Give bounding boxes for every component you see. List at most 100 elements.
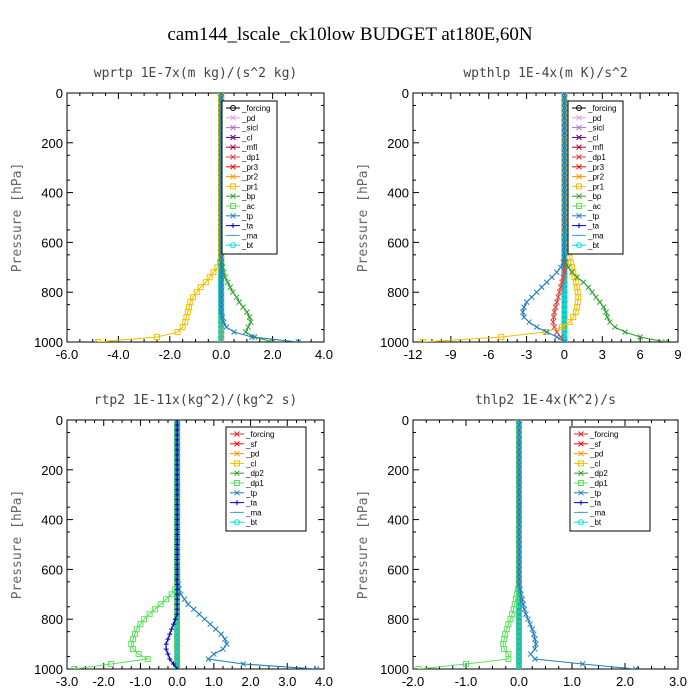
data-point: [170, 661, 176, 667]
legend-item: _cl: [230, 459, 256, 468]
data-point: [144, 656, 151, 663]
data-point: [516, 536, 522, 543]
data-point: [528, 294, 535, 301]
data-point: [174, 512, 180, 518]
legend-label: _ma: [589, 508, 606, 517]
data-point: [205, 656, 212, 662]
data-point: [313, 666, 320, 669]
panel-thlp2: thlp2 1E-4x(K^2)/s Pressure [hPa] 0 200 400 6…: [356, 393, 687, 689]
data-point: [170, 621, 176, 627]
data-point: [174, 596, 180, 602]
data-point: [516, 466, 522, 473]
legend-label: _tp: [245, 489, 258, 498]
legend-marker: [576, 144, 582, 151]
data-point: [220, 319, 227, 325]
data-point: [174, 507, 180, 513]
legend-marker: [234, 460, 240, 467]
legend-label: _dp1: [587, 153, 606, 162]
data-point: [559, 279, 565, 286]
data-point: [557, 284, 564, 291]
x-tick-label: 3.0: [669, 674, 687, 689]
data-point: [137, 621, 144, 628]
data-point: [521, 304, 527, 310]
data-point: [516, 422, 522, 428]
y-tick-label: 1000: [34, 662, 63, 677]
data-point: [174, 427, 180, 433]
legend-item: _dp1: [574, 479, 608, 488]
panel-title: wprtp 1E-7x(m kg)/(s^2 kg): [94, 66, 298, 81]
data-point: [561, 115, 568, 121]
legend-label: _forcing: [587, 104, 616, 113]
legend-marker: [578, 460, 584, 467]
data-point: [554, 299, 560, 306]
legend-label: _forcing: [589, 430, 618, 439]
series_ta: [163, 420, 180, 669]
data-point: [247, 319, 254, 325]
legend-marker: [576, 242, 582, 249]
data-point: [516, 551, 522, 558]
y-tick-label: 1000: [380, 335, 409, 350]
data-point: [516, 432, 522, 438]
legend-label: _ta: [589, 499, 602, 508]
legend-marker: [576, 193, 582, 200]
legend-marker: [234, 440, 240, 447]
x-tick-label: 1.0: [563, 674, 581, 689]
data-point: [561, 229, 568, 236]
data-point: [174, 601, 180, 607]
data-point: [193, 289, 200, 296]
legend-marker: [234, 519, 240, 526]
legend-label: _pr3: [587, 163, 605, 172]
data-point: [211, 651, 217, 657]
data-point: [218, 279, 225, 286]
data-point: [516, 456, 522, 463]
legend-marker: [230, 134, 236, 141]
data-point: [174, 502, 180, 508]
data-point: [201, 616, 208, 623]
legend-marker: [576, 105, 582, 111]
data-point: [224, 279, 231, 286]
data-point: [555, 294, 561, 301]
y-axis-label: Pressure [hPa]: [356, 490, 371, 600]
legend-item: _forcing: [230, 430, 274, 439]
x-tick-label: -2.0: [93, 674, 115, 689]
data-point: [516, 666, 522, 669]
legend: _forcing_pd_sicl_cl_mfl_dp1_pr3_pr2_pr1_…: [567, 100, 624, 255]
x-tick-label: 6: [637, 347, 644, 362]
legend-marker: [576, 223, 582, 229]
data-point: [561, 120, 568, 126]
legend-label: _pd: [245, 450, 259, 459]
data-point: [570, 314, 577, 321]
data-point: [521, 606, 528, 613]
data-point: [498, 334, 505, 341]
legend: _forcing_sf_pd_cl_dp2_dp1_tp_ta_ma_bt: [225, 426, 307, 532]
legend-label: _sicl: [241, 124, 258, 133]
data-point: [561, 214, 568, 221]
data-point: [525, 616, 531, 623]
x-tick-label: 2.0: [616, 674, 634, 689]
data-point: [174, 329, 181, 336]
legend-box: [225, 426, 307, 532]
legend-marker: [234, 450, 240, 457]
y-tick-label: 0: [56, 413, 63, 428]
data-point: [174, 432, 180, 438]
legend-item: _dp1: [230, 479, 264, 488]
data-point: [561, 244, 568, 251]
legend-item: _pr2: [226, 173, 259, 182]
data-point: [561, 95, 568, 101]
legend-marker: [234, 470, 240, 477]
data-point: [174, 472, 180, 478]
x-tick-label: 1.0: [205, 674, 223, 689]
legend-item: _ta: [574, 499, 602, 508]
data-point: [527, 621, 533, 628]
legend-label: _ta: [245, 499, 258, 508]
legend-marker: [234, 500, 240, 506]
data-point: [561, 239, 568, 246]
data-point: [533, 289, 540, 296]
data-point: [523, 299, 530, 306]
legend-marker: [230, 212, 236, 219]
data-point: [554, 269, 560, 276]
data-point: [561, 209, 568, 216]
data-point: [622, 329, 628, 335]
data-point: [174, 527, 180, 533]
